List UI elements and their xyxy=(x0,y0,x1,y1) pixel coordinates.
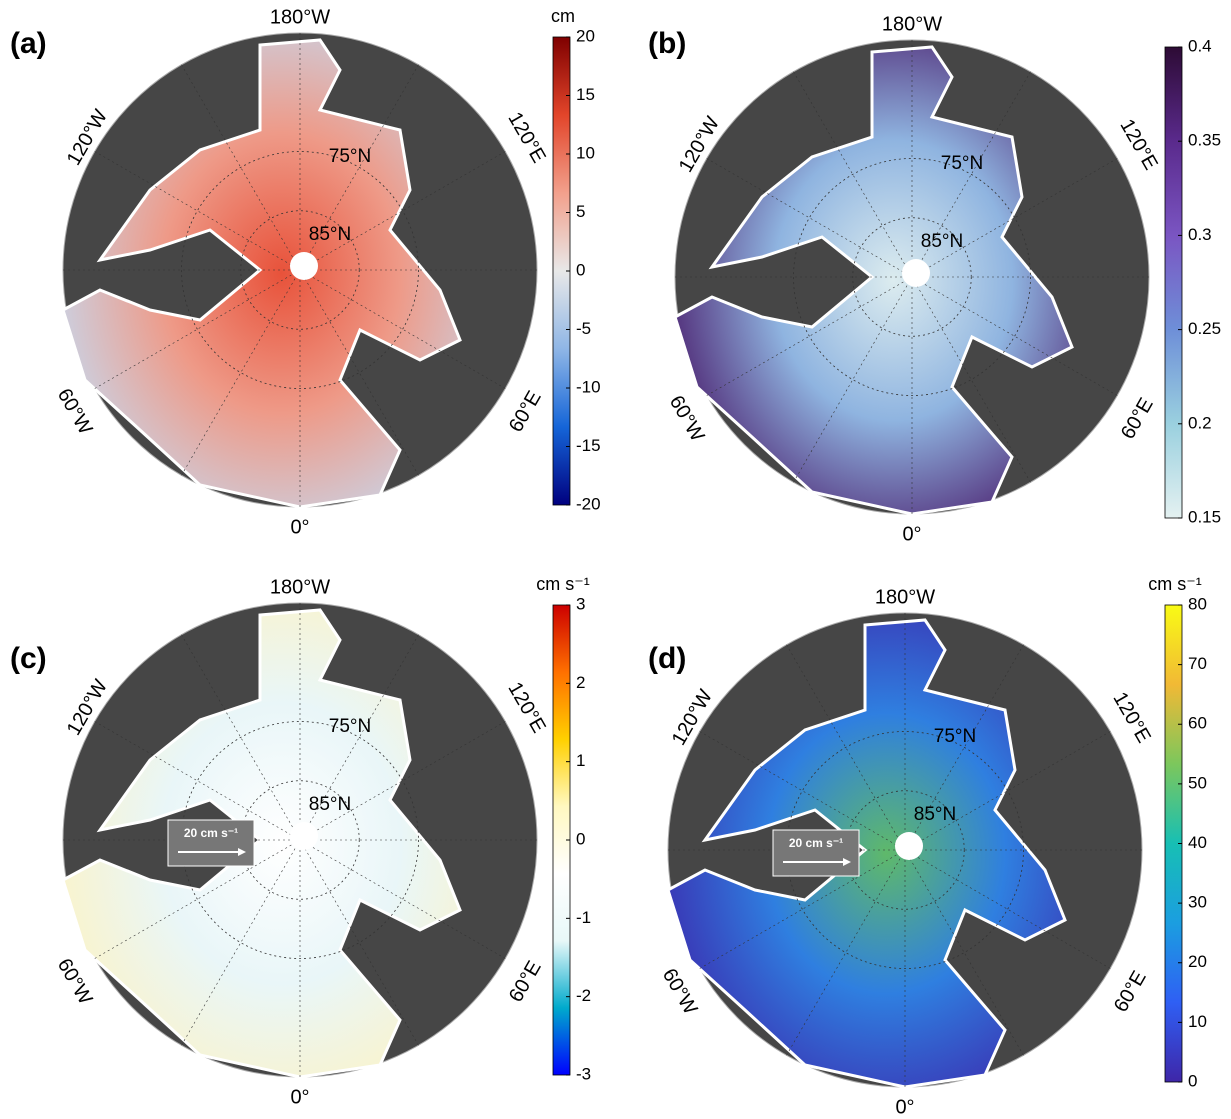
longitude-label: 60°W xyxy=(658,965,702,1019)
latitude-label: 85°N xyxy=(309,794,351,815)
longitude-label: 120°E xyxy=(503,108,549,166)
latitude-label: 75°N xyxy=(941,153,983,174)
longitude-label: 60°E xyxy=(505,387,546,436)
colorbar-tick-label: 0.2 xyxy=(1188,413,1212,432)
map-panel xyxy=(673,39,1150,516)
colorbar-tick-label: -5 xyxy=(576,319,591,338)
longitude-label: 60°W xyxy=(665,392,709,446)
colorbar-tick-label: 30 xyxy=(1188,893,1207,912)
pole-hole xyxy=(895,832,923,860)
scale-box xyxy=(167,819,255,867)
colorbar-unit: cm s⁻¹ xyxy=(1148,574,1202,594)
scale-label: 20 cm s⁻¹ xyxy=(789,836,843,850)
latitude-circle xyxy=(786,731,1024,969)
longitude-label: 60°W xyxy=(53,385,97,439)
longitude-label: 120°E xyxy=(503,678,549,736)
colorbar-tick-label: 0.15 xyxy=(1188,507,1221,526)
longitude-label: 60°E xyxy=(1117,394,1158,443)
colorbar xyxy=(1164,46,1183,519)
panel-label: (c) xyxy=(10,642,47,675)
colorbar-tick-label: 10 xyxy=(1188,1012,1207,1031)
scale-arrowhead xyxy=(843,858,851,866)
colorbar-tick-label: 50 xyxy=(1188,773,1207,792)
latitude-label: 75°N xyxy=(329,716,371,737)
colorbar-tick-label: -20 xyxy=(576,494,601,513)
colorbar-unit: cm xyxy=(551,6,575,26)
pole-hole xyxy=(902,259,930,287)
colorbar-unit: cm s⁻¹ xyxy=(536,574,590,594)
colorbar-tick-label: 2 xyxy=(576,673,585,692)
colorbar-tick-label: 0.35 xyxy=(1188,131,1221,150)
latitude-label: 85°N xyxy=(921,231,963,252)
panel-label: (a) xyxy=(10,27,47,60)
longitude-label: 60°W xyxy=(53,955,97,1009)
longitude-label: 180°W xyxy=(882,13,942,35)
longitude-label: 60°E xyxy=(505,957,546,1006)
latitude-label: 75°N xyxy=(934,726,976,747)
latitude-label: 75°N xyxy=(329,146,371,167)
map-panel xyxy=(666,612,1143,1089)
colorbar-tick-label: 5 xyxy=(576,202,585,221)
longitude-label: 120°E xyxy=(1108,688,1154,746)
colorbar-tick-label: 0.3 xyxy=(1188,225,1212,244)
scale-box xyxy=(772,829,860,877)
map-panel xyxy=(61,602,538,1079)
colorbar-tick-label: 60 xyxy=(1188,714,1207,733)
scale-label: 20 cm s⁻¹ xyxy=(184,826,238,840)
colorbar-tick-label: 0.4 xyxy=(1188,36,1212,55)
longitude-label: 0° xyxy=(290,516,309,538)
colorbar-tick-label: 80 xyxy=(1188,594,1207,613)
colorbar-tick-label: 0 xyxy=(576,829,585,848)
latitude-circle xyxy=(852,217,972,337)
colorbar-tick-label: 15 xyxy=(576,85,595,104)
colorbar-tick-label: 40 xyxy=(1188,833,1207,852)
longitude-label: 180°W xyxy=(270,576,330,598)
longitude-label: 0° xyxy=(290,1086,309,1108)
panel-label: (b) xyxy=(648,27,686,60)
pole-hole xyxy=(290,822,318,850)
latitude-circle xyxy=(240,210,360,330)
colorbar-tick-label: 0 xyxy=(576,260,585,279)
colorbar-tick-label: 10 xyxy=(576,143,595,162)
colorbar-tick-label: -10 xyxy=(576,377,601,396)
colorbar-tick-label: 0 xyxy=(1188,1071,1197,1090)
colorbar-tick-label: -1 xyxy=(576,908,591,927)
colorbar-tick-label: -15 xyxy=(576,436,601,455)
latitude-label: 85°N xyxy=(914,804,956,825)
longitude-label: 120°E xyxy=(1115,115,1161,173)
colorbar-tick-label: 0.25 xyxy=(1188,319,1221,338)
scale-arrowhead xyxy=(238,848,246,856)
longitude-label: 180°W xyxy=(270,6,330,28)
colorbar-tick-label: 20 xyxy=(576,26,595,45)
colorbar-tick-label: -3 xyxy=(576,1064,591,1083)
longitude-label: 0° xyxy=(902,523,921,545)
longitude-label: 60°E xyxy=(1110,967,1151,1016)
colorbar-tick-label: 20 xyxy=(1188,952,1207,971)
colorbar-tick-label: 1 xyxy=(576,751,585,770)
map-panel xyxy=(61,32,538,509)
latitude-circle xyxy=(181,151,419,389)
panel-label: (d) xyxy=(648,642,686,675)
latitude-label: 85°N xyxy=(309,224,351,245)
longitude-label: 180°W xyxy=(875,586,935,608)
colorbar-tick-label: 3 xyxy=(576,594,585,613)
latitude-circle xyxy=(181,721,419,959)
colorbar-tick-label: -2 xyxy=(576,986,591,1005)
latitude-circle xyxy=(793,158,1031,396)
colorbar-tick-label: 70 xyxy=(1188,654,1207,673)
longitude-label: 0° xyxy=(895,1096,914,1118)
pole-hole xyxy=(290,252,318,280)
